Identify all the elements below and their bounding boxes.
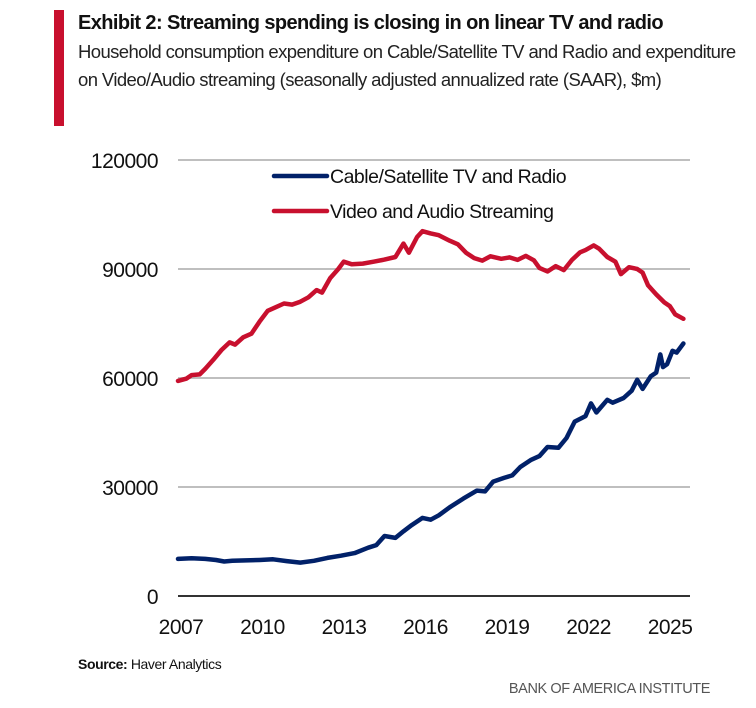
- gridlines: [178, 159, 690, 597]
- cable-satellite-series-line: [175, 341, 686, 565]
- x-tick-label: 2025: [648, 616, 693, 639]
- chart-subtitle: Household consumption expenditure on Cab…: [78, 41, 736, 90]
- series-lines: [175, 228, 686, 565]
- accent-bar: [54, 10, 64, 126]
- x-tick-label: 2016: [403, 616, 448, 639]
- legend-label: Video and Audio Streaming: [330, 201, 553, 223]
- x-tick-label: 2019: [485, 616, 530, 639]
- source-text: Haver Analytics: [130, 656, 222, 672]
- y-tick-label: 30000: [102, 477, 158, 500]
- y-axis-ticks: 0 30000 60000 90000 120000: [91, 150, 159, 609]
- x-axis-ticks: 2007 2010 2013 2016 2019 2022 2025: [159, 616, 693, 639]
- x-tick-label: 2022: [566, 616, 611, 639]
- x-tick-label: 2007: [159, 616, 204, 639]
- source-note: Source: Haver Analytics: [78, 656, 222, 672]
- legend-label: Cable/Satellite TV and Radio: [330, 166, 567, 188]
- x-tick-label: 2013: [322, 616, 367, 639]
- chart-title: Exhibit 2: Streaming spending is closing…: [78, 12, 664, 34]
- y-tick-label: 60000: [102, 368, 158, 391]
- source-label: Source:: [78, 656, 128, 672]
- y-tick-label: 90000: [102, 259, 158, 282]
- legend: Cable/Satellite TV and Radio Video and Au…: [271, 166, 567, 223]
- y-tick-label: 120000: [91, 150, 158, 173]
- streaming-series-line: [175, 228, 686, 384]
- x-tick-label: 2010: [240, 616, 285, 639]
- y-tick-label: 0: [147, 586, 158, 609]
- brand-logo-text: BANK OF AMERICA INSTITUTE: [508, 681, 710, 697]
